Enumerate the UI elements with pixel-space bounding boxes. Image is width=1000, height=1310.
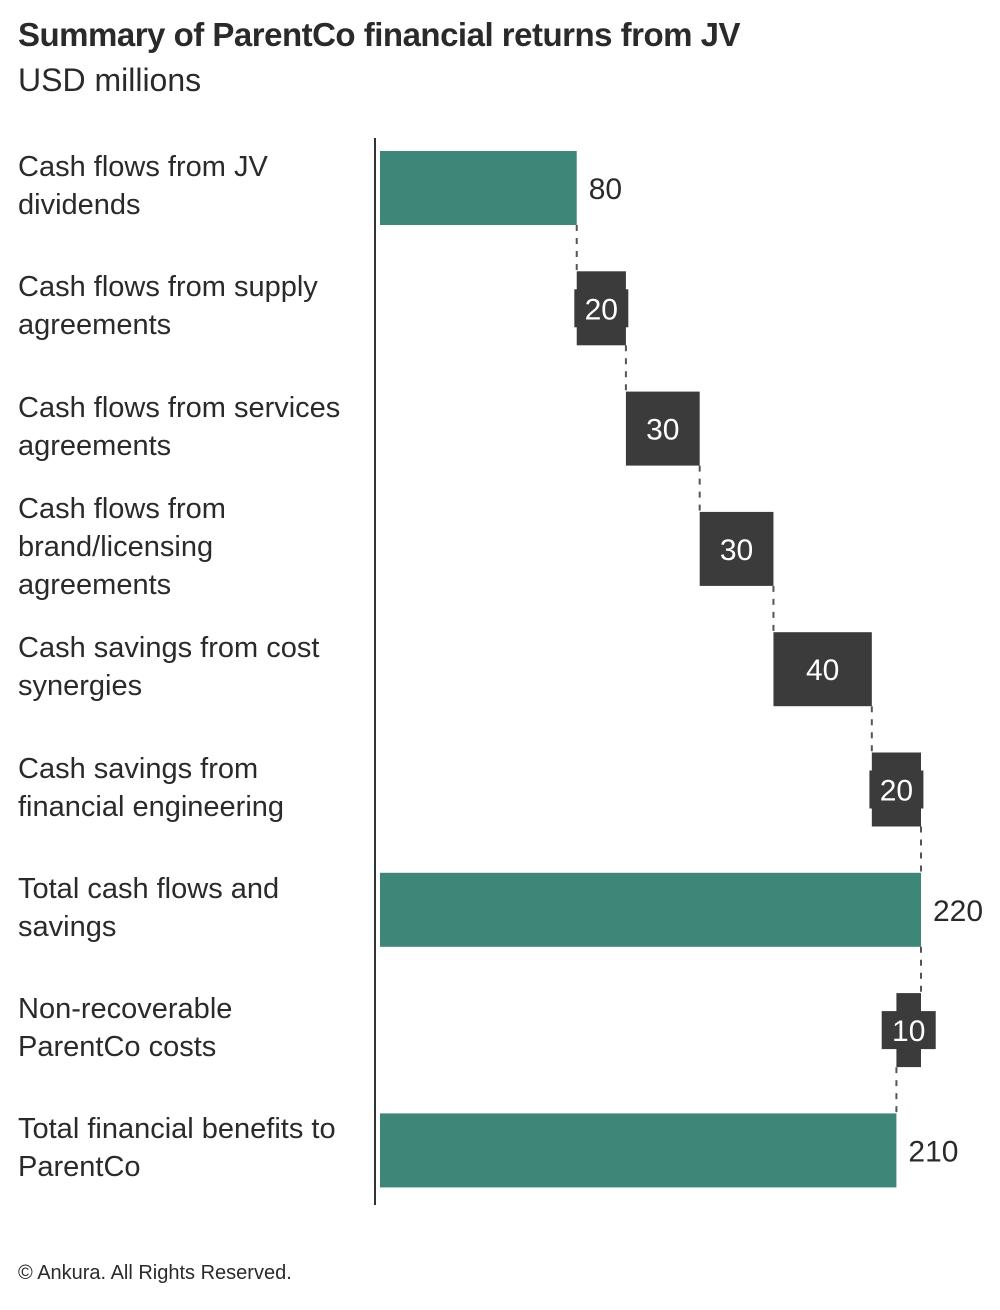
category-label-5: Cash savings from cost synergies bbox=[18, 632, 320, 703]
chart-title: Summary of ParentCo financial returns fr… bbox=[18, 16, 741, 53]
category-label-9: Total financial benefits to ParentCo bbox=[18, 1113, 336, 1184]
bar-7 bbox=[380, 872, 921, 947]
bar-1 bbox=[380, 151, 577, 225]
value-label-1: 80 bbox=[589, 173, 622, 206]
copyright-footer: © Ankura. All Rights Reserved. bbox=[18, 1262, 292, 1284]
bar-3 bbox=[625, 391, 700, 466]
value-label-4: 30 bbox=[720, 534, 753, 567]
category-label-1: Cash flows from JV dividends bbox=[18, 151, 268, 221]
value-label-9: 210 bbox=[908, 1135, 958, 1168]
category-label-6: Cash savings from financial engineering bbox=[18, 752, 285, 823]
value-label-bg-6 bbox=[869, 770, 924, 809]
category-label-8: Non-recoverable ParentCo costs bbox=[18, 993, 233, 1064]
bar-4 bbox=[699, 511, 774, 586]
category-label-7: Total cash flows and savings bbox=[18, 872, 280, 943]
value-label-3: 30 bbox=[646, 414, 679, 447]
category-label-2: Cash flows from supply agreements bbox=[18, 271, 318, 342]
chart-subtitle: USD millions bbox=[18, 62, 202, 98]
value-label-2: 20 bbox=[585, 293, 618, 326]
value-label-bg-2 bbox=[574, 289, 629, 328]
value-label-7: 220 bbox=[933, 895, 983, 928]
category-label-4: Cash flows from brand/licensing agreemen… bbox=[18, 492, 226, 601]
value-label-6: 20 bbox=[880, 775, 913, 808]
bar-5 bbox=[773, 632, 872, 707]
value-label-5: 40 bbox=[806, 654, 839, 687]
value-label-8: 10 bbox=[892, 1015, 925, 1048]
bar-9 bbox=[380, 1113, 897, 1188]
category-label-3: Cash flows from services agreements bbox=[18, 391, 341, 462]
value-label-bg-8 bbox=[881, 1011, 936, 1050]
